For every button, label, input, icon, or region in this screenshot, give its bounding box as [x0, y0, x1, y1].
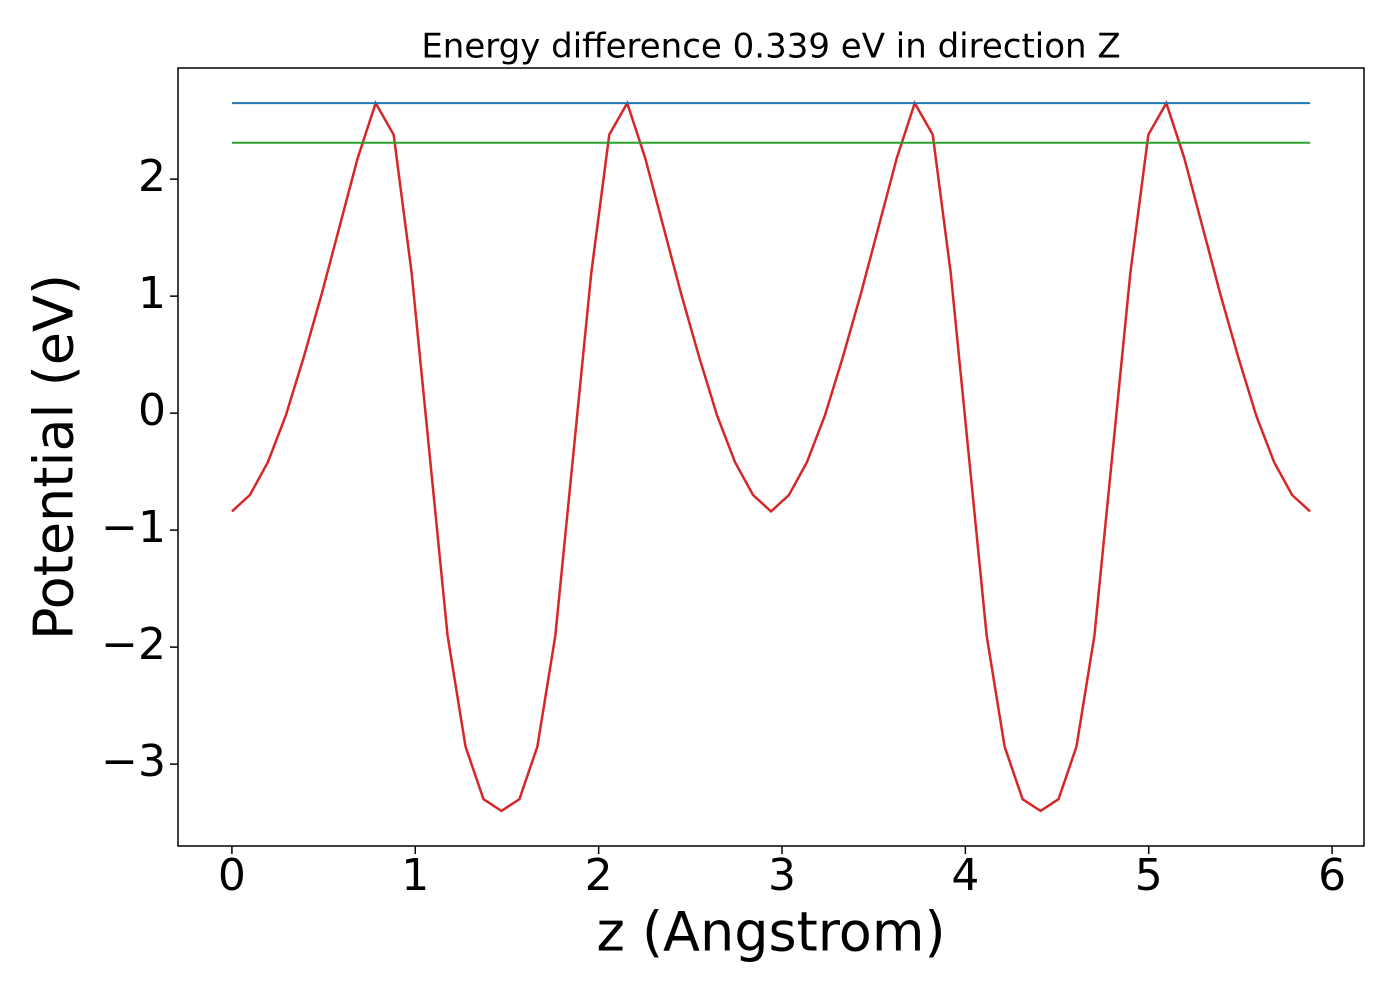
y-tick-label: −2: [101, 619, 166, 670]
x-tick-label: 0: [218, 850, 246, 901]
y-tick-label: 1: [138, 268, 166, 319]
x-tick-label: 2: [585, 850, 613, 901]
x-tick-label: 3: [768, 850, 796, 901]
x-tick-label: 1: [401, 850, 429, 901]
y-tick-label: 2: [138, 151, 166, 202]
x-tick-label: 6: [1318, 850, 1346, 901]
data-line: [231, 100, 1311, 813]
y-tick-label: −1: [101, 502, 166, 553]
y-axis-label: Potential (eV): [23, 274, 86, 640]
x-axis-label: z (Angstrom): [596, 901, 945, 964]
chart-title: Energy difference 0.339 eV in direction …: [421, 27, 1120, 67]
x-tick-label: 5: [1135, 850, 1163, 901]
y-tick-label: −3: [101, 736, 166, 787]
y-tick-label: 0: [138, 385, 166, 436]
x-tick-label: 4: [951, 850, 979, 901]
plot-frame: [177, 67, 1365, 847]
